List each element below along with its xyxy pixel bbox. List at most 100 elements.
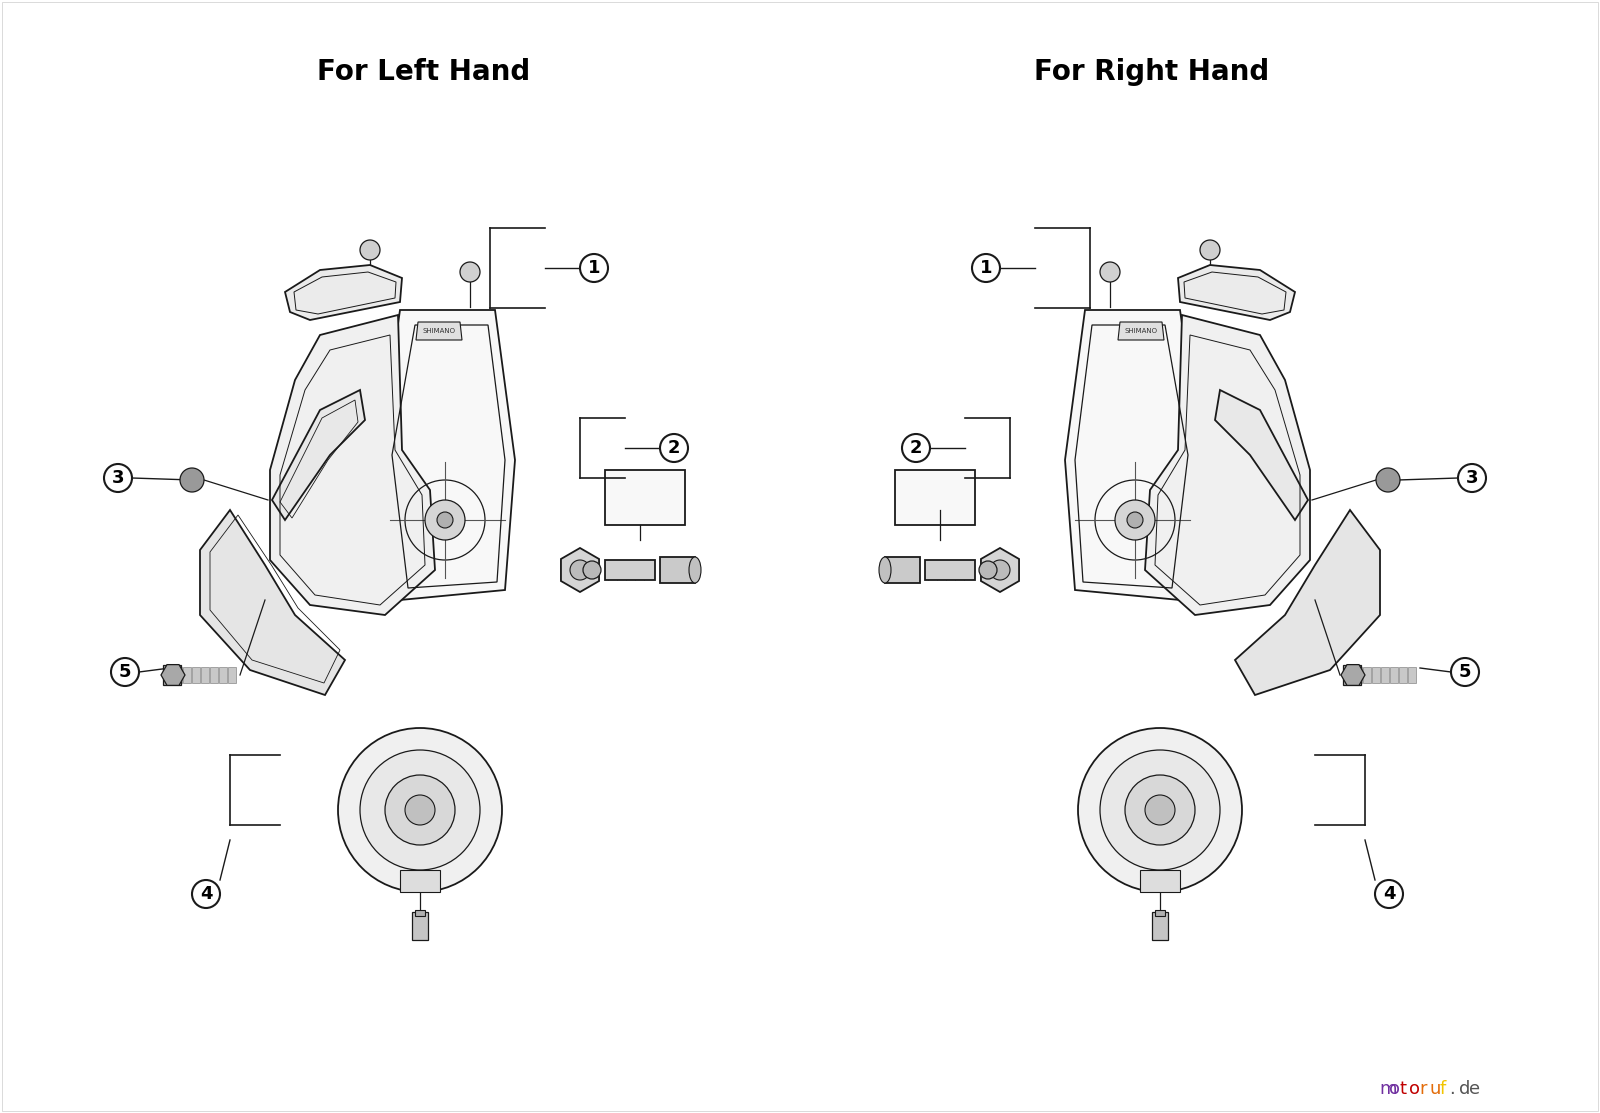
Circle shape bbox=[1146, 795, 1174, 825]
Bar bbox=[174, 667, 182, 683]
Bar bbox=[165, 667, 173, 683]
Polygon shape bbox=[400, 870, 440, 892]
Circle shape bbox=[582, 561, 602, 579]
Bar bbox=[894, 470, 974, 525]
Polygon shape bbox=[1066, 311, 1200, 600]
Circle shape bbox=[179, 467, 205, 492]
Bar bbox=[925, 560, 974, 580]
Text: SHIMANO: SHIMANO bbox=[1125, 328, 1157, 334]
Polygon shape bbox=[562, 548, 598, 592]
Circle shape bbox=[902, 434, 930, 462]
Polygon shape bbox=[272, 390, 365, 520]
Polygon shape bbox=[1139, 870, 1181, 892]
Text: u: u bbox=[1429, 1080, 1440, 1097]
Text: o: o bbox=[1410, 1080, 1421, 1097]
Bar bbox=[182, 667, 190, 683]
Circle shape bbox=[104, 464, 131, 492]
Polygon shape bbox=[270, 315, 435, 615]
Circle shape bbox=[386, 775, 454, 845]
Circle shape bbox=[1078, 728, 1242, 892]
Bar bbox=[605, 470, 685, 525]
Circle shape bbox=[387, 462, 502, 578]
Bar bbox=[1390, 667, 1398, 683]
Text: d: d bbox=[1459, 1080, 1470, 1097]
Ellipse shape bbox=[690, 556, 701, 583]
Circle shape bbox=[461, 262, 480, 282]
Circle shape bbox=[1101, 750, 1221, 870]
Text: For Left Hand: For Left Hand bbox=[317, 58, 531, 87]
Text: 4: 4 bbox=[200, 885, 213, 903]
Bar bbox=[219, 667, 227, 683]
Bar bbox=[413, 912, 429, 940]
Text: e: e bbox=[1469, 1080, 1480, 1097]
Bar bbox=[1342, 664, 1362, 684]
Circle shape bbox=[1451, 658, 1478, 686]
Text: 1: 1 bbox=[979, 259, 992, 277]
Text: 3: 3 bbox=[1466, 469, 1478, 487]
Polygon shape bbox=[981, 548, 1019, 592]
Bar bbox=[1363, 667, 1371, 683]
Circle shape bbox=[973, 254, 1000, 282]
Bar bbox=[1346, 667, 1354, 683]
Bar bbox=[1152, 912, 1168, 940]
Text: 3: 3 bbox=[112, 469, 125, 487]
Circle shape bbox=[570, 560, 590, 580]
Bar bbox=[1398, 667, 1406, 683]
Circle shape bbox=[1374, 880, 1403, 908]
Circle shape bbox=[1126, 512, 1142, 528]
Polygon shape bbox=[1235, 510, 1379, 695]
Circle shape bbox=[979, 561, 997, 579]
Bar bbox=[192, 667, 200, 683]
Circle shape bbox=[405, 795, 435, 825]
Circle shape bbox=[1458, 464, 1486, 492]
Circle shape bbox=[1125, 775, 1195, 845]
Circle shape bbox=[1101, 262, 1120, 282]
Polygon shape bbox=[1118, 322, 1165, 339]
Text: 5: 5 bbox=[118, 663, 131, 681]
Circle shape bbox=[661, 434, 688, 462]
Circle shape bbox=[1077, 462, 1194, 578]
Bar bbox=[414, 910, 426, 916]
Text: 5: 5 bbox=[1459, 663, 1472, 681]
Text: m: m bbox=[1379, 1080, 1397, 1097]
Bar bbox=[1155, 910, 1165, 916]
Circle shape bbox=[1200, 240, 1221, 260]
Bar bbox=[1354, 667, 1362, 683]
Circle shape bbox=[437, 512, 453, 528]
Circle shape bbox=[426, 500, 466, 540]
Polygon shape bbox=[1178, 265, 1294, 321]
Circle shape bbox=[192, 880, 221, 908]
Circle shape bbox=[110, 658, 139, 686]
Text: 4: 4 bbox=[1382, 885, 1395, 903]
Circle shape bbox=[360, 240, 381, 260]
Text: 2: 2 bbox=[667, 439, 680, 457]
Circle shape bbox=[1115, 500, 1155, 540]
Text: .: . bbox=[1450, 1080, 1454, 1097]
Polygon shape bbox=[1341, 664, 1365, 686]
Bar bbox=[1373, 667, 1379, 683]
Text: 1: 1 bbox=[587, 259, 600, 277]
Bar bbox=[605, 560, 654, 580]
Circle shape bbox=[338, 728, 502, 892]
Text: SHIMANO: SHIMANO bbox=[422, 328, 456, 334]
Ellipse shape bbox=[878, 556, 891, 583]
Circle shape bbox=[990, 560, 1010, 580]
Polygon shape bbox=[285, 265, 402, 321]
Polygon shape bbox=[416, 322, 462, 339]
Bar bbox=[661, 556, 694, 583]
Polygon shape bbox=[200, 510, 346, 695]
Text: For Right Hand: For Right Hand bbox=[1034, 58, 1270, 87]
Polygon shape bbox=[1214, 390, 1309, 520]
Polygon shape bbox=[381, 311, 515, 600]
Text: o: o bbox=[1389, 1080, 1400, 1097]
Bar bbox=[229, 667, 237, 683]
Polygon shape bbox=[1146, 315, 1310, 615]
Circle shape bbox=[1376, 467, 1400, 492]
Bar bbox=[885, 556, 920, 583]
Bar bbox=[202, 667, 210, 683]
Text: 2: 2 bbox=[910, 439, 922, 457]
Text: r: r bbox=[1419, 1080, 1427, 1097]
Text: f: f bbox=[1440, 1080, 1445, 1097]
Bar bbox=[210, 667, 218, 683]
Circle shape bbox=[360, 750, 480, 870]
